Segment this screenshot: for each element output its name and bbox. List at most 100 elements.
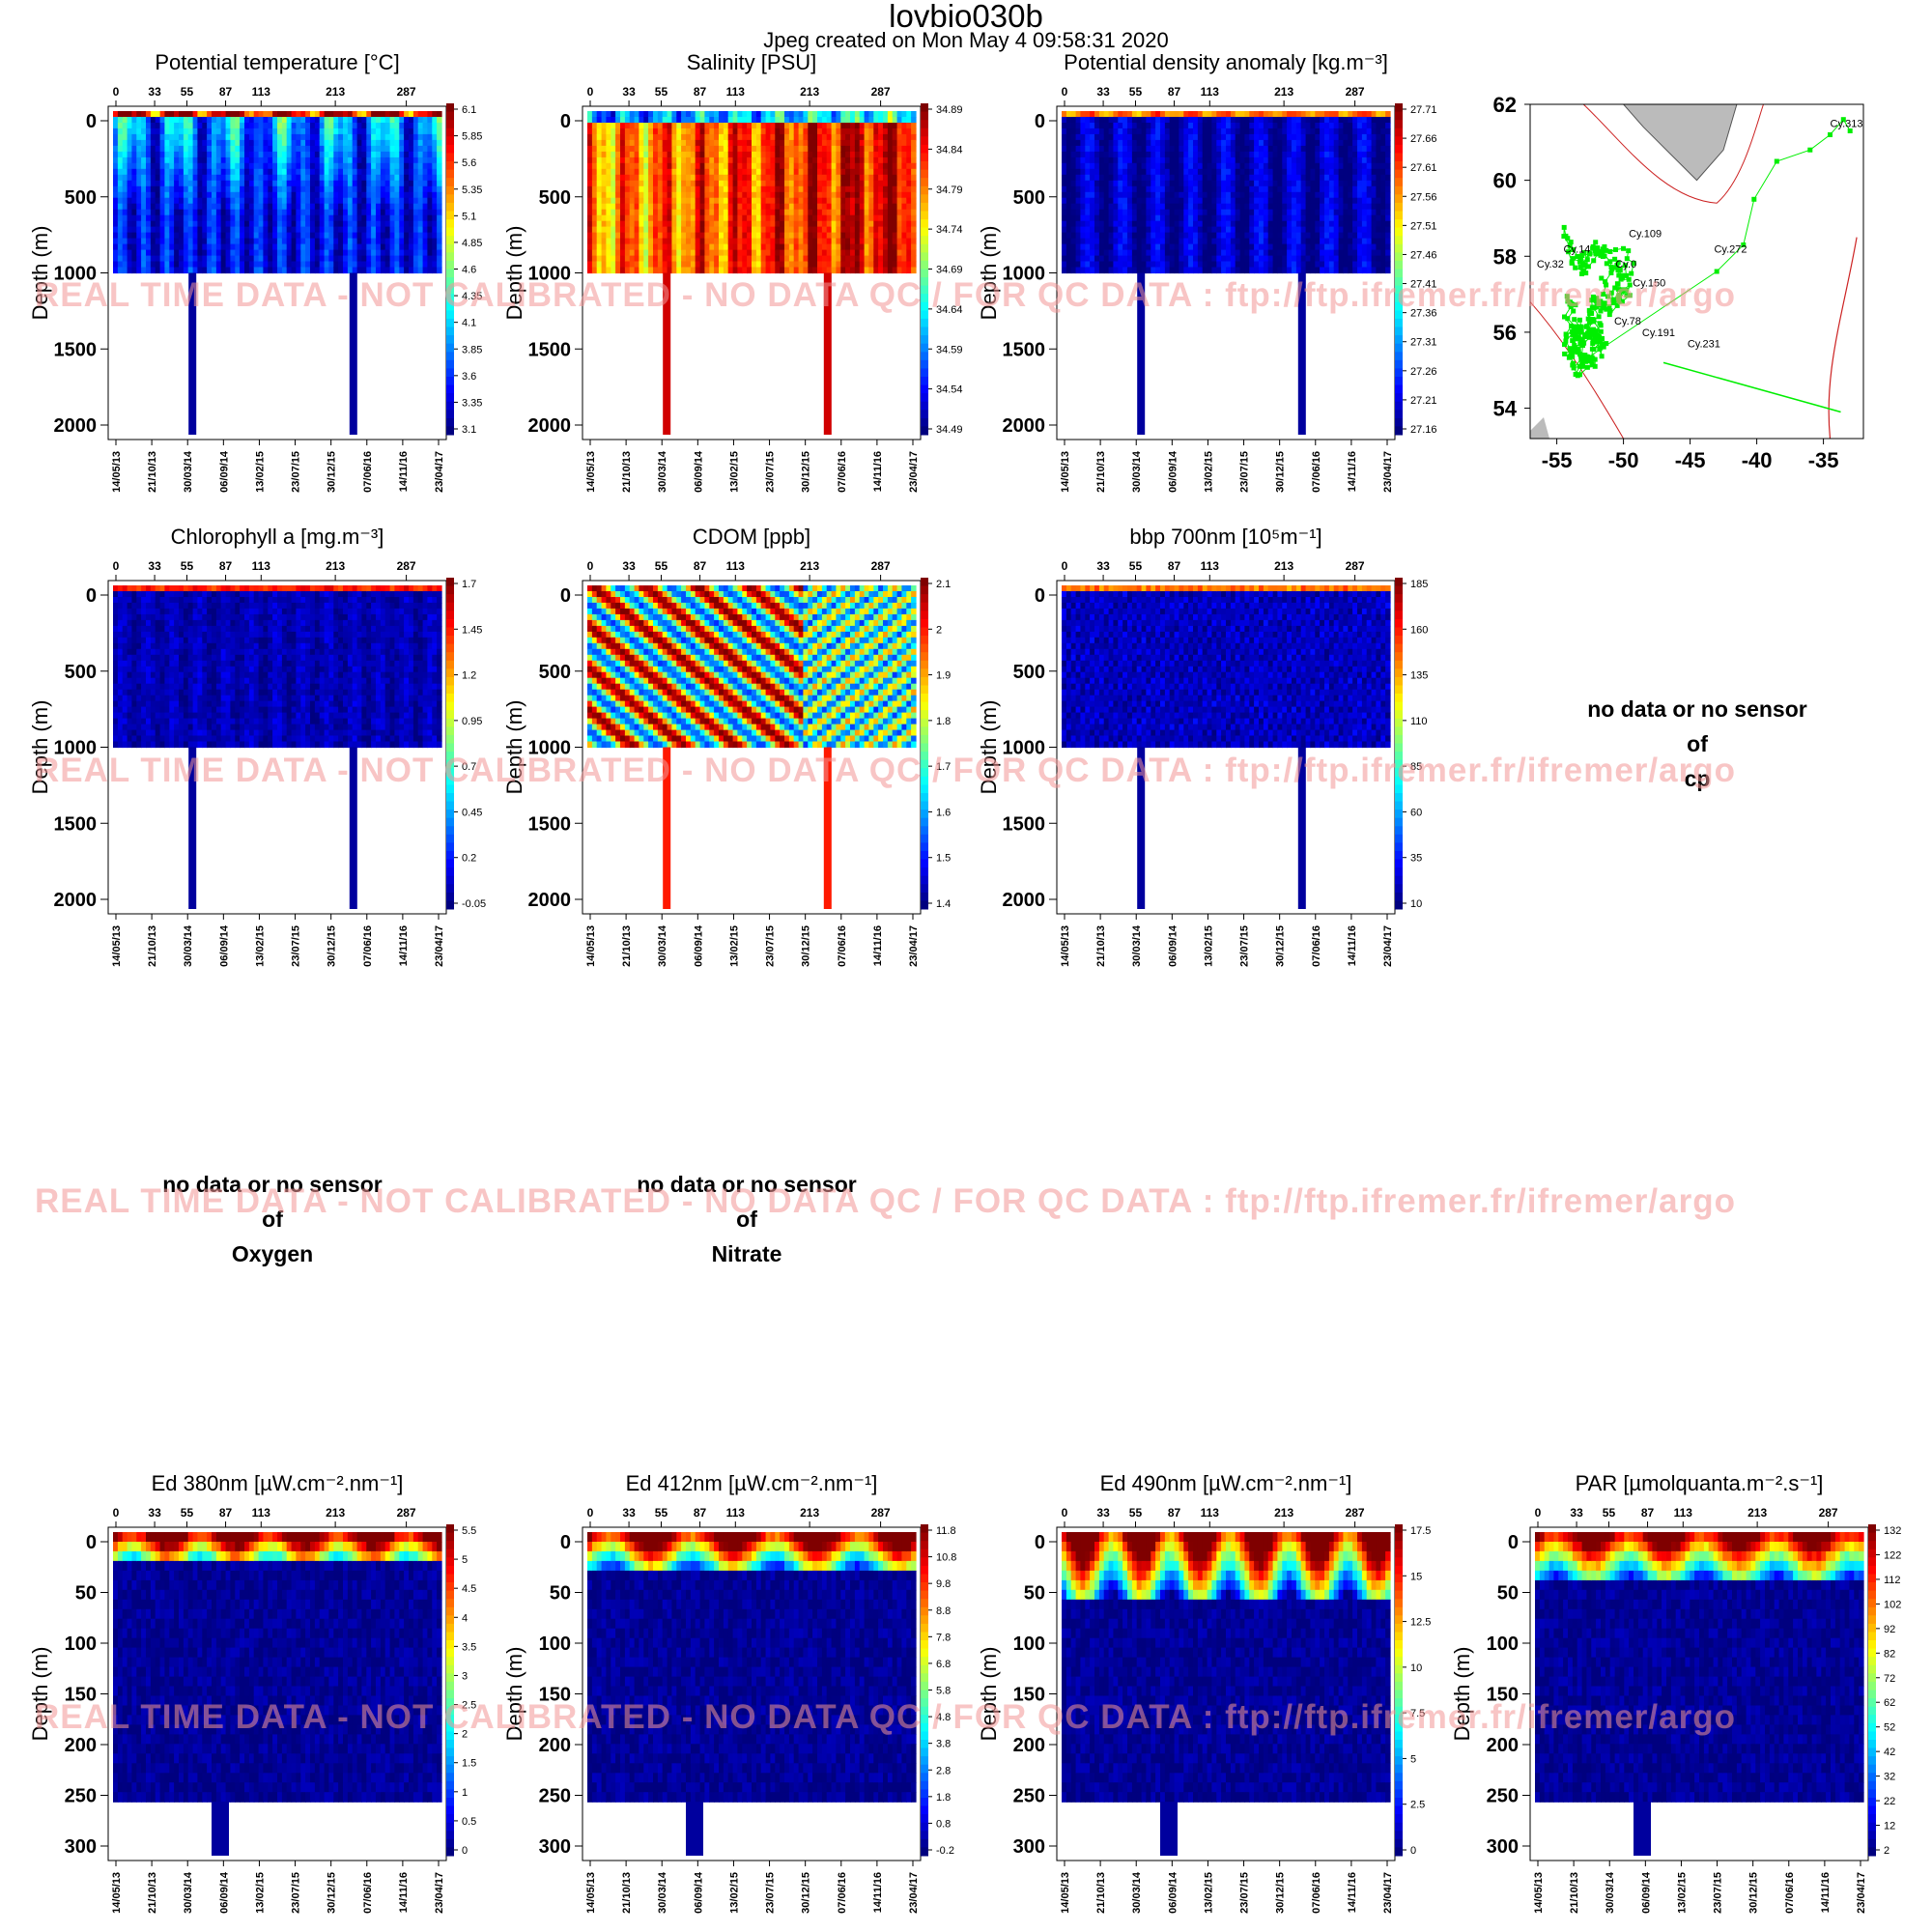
- map-track-point: [1564, 334, 1569, 339]
- chart-6-ytick: 1000: [1003, 738, 1046, 759]
- chart-10-colorbar-tick: 102: [1884, 1599, 1901, 1610]
- chart-1-date-tick: 21/10/13: [621, 451, 633, 493]
- chart-5-date-tick: 30/03/14: [657, 924, 668, 967]
- chart-2-ytick: 1500: [1003, 339, 1046, 360]
- chart-9-colorbar-tick: 7.5: [1410, 1708, 1425, 1719]
- chart-6-ylabel: Depth (m): [977, 700, 1001, 795]
- nodata-oxygen-line1: no data or no sensor: [99, 1167, 446, 1202]
- chart-1-ytick: 500: [539, 187, 571, 209]
- map-cycle-label: Cy.32: [1537, 259, 1564, 270]
- map-track-point: [1599, 276, 1604, 281]
- nodata-cp-line3: cp: [1523, 761, 1871, 796]
- figure-canvas: Potential temperature [°C]0 33 55 87 113 213 2…: [0, 0, 1932, 1932]
- nodata-nitrate-line3: Nitrate: [573, 1236, 921, 1271]
- chart-0-colorbar-tick: 6.1: [462, 104, 476, 116]
- chart-8-ytick: 250: [539, 1786, 571, 1807]
- chart-0-date-tick: 14/11/16: [398, 451, 410, 492]
- chart-1-colorbar-tick: 34.59: [936, 344, 963, 355]
- chart-10-colorbar-tick: 122: [1884, 1549, 1901, 1561]
- chart-10-ytick: 200: [1487, 1735, 1519, 1756]
- chart-6-colorbar-tick: 60: [1410, 807, 1422, 818]
- chart-2-colorbar-tick: 27.21: [1410, 395, 1437, 407]
- chart-4-cycle-tick: 87: [219, 559, 233, 573]
- chart-5-colorbar-tick: 1.7: [936, 761, 951, 773]
- chart-8-colorbar-tick: 10.8: [936, 1552, 956, 1564]
- chart-8-date-tick: 14/05/13: [585, 1872, 597, 1914]
- chart-4-colorbar-tick: -0.05: [462, 898, 486, 910]
- map-track-point: [1582, 332, 1587, 337]
- chart-0-colorbar-tick: 5.1: [462, 211, 476, 222]
- chart-2-colorbar: 27.7127.6627.6127.5627.5127.4627.4127.36…: [1395, 103, 1437, 436]
- chart-5-date-tick: 23/07/15: [765, 925, 777, 967]
- chart-6-colorbar-tick: 110: [1410, 716, 1428, 727]
- chart-0-date-tick: 14/05/13: [111, 451, 123, 493]
- chart-1-cycle-tick: 55: [655, 85, 668, 99]
- map-track-point: [1585, 257, 1590, 262]
- chart-9-cycle-tick: 87: [1168, 1506, 1181, 1520]
- chart-7-colorbar-tick: 3: [462, 1670, 468, 1682]
- map-cycle-label: Cy.313: [1831, 119, 1863, 130]
- map-track-point: [1593, 248, 1598, 253]
- chart-2-colorbar-tick: 27.66: [1410, 133, 1437, 145]
- chart-8-date-tick: 21/10/13: [621, 1872, 633, 1914]
- chart-1-ytick: 0: [560, 111, 571, 132]
- map-cycle-label: Cy.78: [1614, 316, 1641, 327]
- chart-10-cycle-tick: 33: [1570, 1506, 1583, 1520]
- chart-5-cycle-tick: 0: [587, 559, 594, 573]
- chart-6-cycle-tick: 55: [1129, 559, 1143, 573]
- chart-8: Ed 412nm [µW.cm⁻².nm⁻¹]0 33 55 87 113 213 2870…: [502, 1471, 956, 1914]
- map-track-point: [1599, 309, 1604, 314]
- chart-5-ytick: 0: [560, 585, 571, 607]
- chart-7-date-tick: 13/02/15: [254, 1872, 266, 1914]
- chart-2-ytick: 2000: [1003, 415, 1046, 437]
- chart-7-date-tick: 21/10/13: [147, 1872, 158, 1914]
- chart-6-date-tick: 14/11/16: [1347, 925, 1358, 966]
- chart-0-colorbar-tick: 5.35: [462, 185, 482, 196]
- chart-5-ytick: 2000: [528, 890, 572, 911]
- chart-10-date-tick: 23/07/15: [1713, 1872, 1724, 1914]
- chart-4-colorbar-tick: 0.7: [462, 761, 476, 773]
- chart-1-colorbar-tick: 34.64: [936, 304, 963, 316]
- map-track-point: [1596, 302, 1601, 307]
- chart-7-colorbar-tick: 5.5: [462, 1525, 476, 1537]
- chart-2-cycle-tick: 0: [1062, 85, 1068, 99]
- chart-8-colorbar-tick: 1.8: [936, 1792, 951, 1804]
- chart-8-cycle-tick: 213: [800, 1506, 819, 1520]
- chart-8-colorbar-tick: 3.8: [936, 1739, 951, 1750]
- chart-4-ytick: 1500: [54, 813, 98, 835]
- map-track-point: [1562, 315, 1567, 320]
- chart-7-cycle-tick: 0: [113, 1506, 120, 1520]
- chart-4-deep-profile-1: [350, 748, 357, 910]
- map-track-point: [1612, 298, 1617, 302]
- chart-5-colorbar-tick: 1.5: [936, 853, 951, 865]
- chart-7-date-tick: 23/07/15: [291, 1872, 302, 1914]
- map-track-point: [1579, 328, 1584, 333]
- map-track-point: [1597, 314, 1602, 319]
- chart-8-date-tick: 30/03/14: [657, 1871, 668, 1914]
- chart-4-ytick: 2000: [54, 890, 98, 911]
- chart-7-colorbar-tick: 4.5: [462, 1583, 476, 1595]
- map-ytick: 56: [1493, 321, 1517, 345]
- map-cycle-label: Cy.0: [1615, 259, 1636, 270]
- chart-1-ytick: 2000: [528, 415, 572, 437]
- chart-7-date-tick: 23/04/17: [434, 1872, 445, 1914]
- chart-1-cycle-tick: 87: [694, 85, 707, 99]
- chart-6-heatmap-body: [1062, 585, 1391, 748]
- chart-6-date-tick: 07/06/16: [1311, 925, 1322, 967]
- chart-4-date-tick: 23/04/17: [434, 925, 445, 967]
- chart-5-deep-profile-0: [663, 748, 670, 910]
- chart-7-date-tick: 14/05/13: [111, 1872, 123, 1914]
- chart-2: Potential density anomaly [kg.m⁻³]0 33 55 8…: [977, 50, 1437, 493]
- chart-8-ytick: 0: [560, 1532, 571, 1553]
- map-track-point: [1600, 354, 1605, 358]
- nodata-cp-line2: of: [1523, 726, 1871, 761]
- chart-1-colorbar-tick: 34.79: [936, 185, 963, 196]
- chart-6-cycle-tick: 0: [1062, 559, 1068, 573]
- map-track-point: [1751, 197, 1756, 202]
- map-track-point: [1599, 323, 1604, 327]
- chart-10-colorbar-tick: 22: [1884, 1796, 1895, 1807]
- chart-7-colorbar-tick: 0.5: [462, 1816, 476, 1828]
- map-cycle-label: Cy.272: [1714, 243, 1747, 255]
- chart-5: CDOM [ppb]0 33 55 87 113 213 28705001000150020…: [502, 525, 951, 967]
- chart-0-colorbar: 6.15.855.65.355.14.854.64.354.13.853.63.…: [446, 103, 482, 436]
